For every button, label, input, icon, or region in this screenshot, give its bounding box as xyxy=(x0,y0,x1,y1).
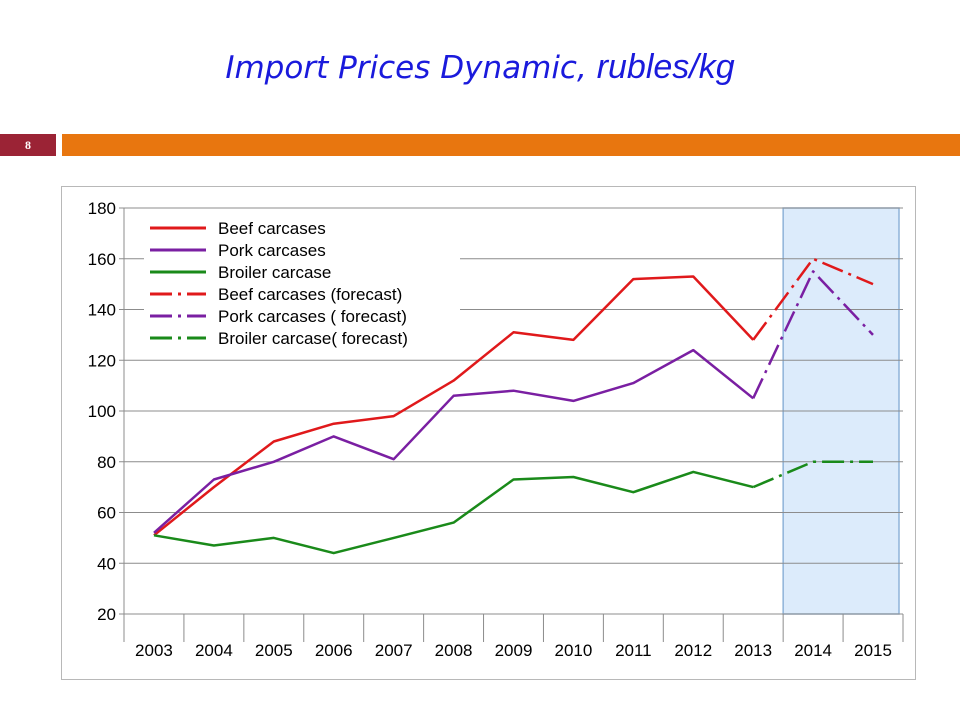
x-tick-label: 2005 xyxy=(255,641,293,660)
legend-label: Pork carcases xyxy=(218,241,326,260)
accent-bar xyxy=(62,134,960,156)
legend-label: Broiler carcase( forecast) xyxy=(218,329,408,348)
series-line-2 xyxy=(153,470,754,555)
x-tick-label: 2003 xyxy=(135,641,173,660)
slide-title: Import Prices Dynamic, rubles/kg xyxy=(0,48,960,87)
legend-box xyxy=(144,212,460,350)
x-tick-label: 2008 xyxy=(435,641,473,660)
legend-label: Beef carcases (forecast) xyxy=(218,285,402,304)
x-tick-label: 2013 xyxy=(734,641,772,660)
x-tick-label: 2011 xyxy=(615,641,652,660)
series-line-0 xyxy=(153,275,755,537)
y-tick-label: 120 xyxy=(88,351,116,370)
y-tick-label: 60 xyxy=(97,504,116,523)
y-tick-label: 80 xyxy=(97,453,116,472)
legend-label: Pork carcases ( forecast) xyxy=(218,307,407,326)
slide-title-main: Import Prices Dynamic, xyxy=(225,50,597,86)
legend-label: Broiler carcase xyxy=(218,263,331,282)
x-tick-label: 2012 xyxy=(674,641,712,660)
x-tick-label: 2014 xyxy=(794,641,832,660)
legend-label: Beef carcases xyxy=(218,219,326,238)
slide-title-unit: rubles/kg xyxy=(596,48,735,86)
series-line-5 xyxy=(752,460,873,489)
x-tick-label: 2010 xyxy=(555,641,593,660)
series-line-4 xyxy=(752,270,874,399)
y-tick-label: 160 xyxy=(88,250,116,269)
y-tick-label: 180 xyxy=(88,199,116,218)
y-tick-label: 40 xyxy=(97,554,116,573)
x-tick-label: 2009 xyxy=(495,641,533,660)
x-tick-label: 2004 xyxy=(195,641,233,660)
page-number-badge: 8 xyxy=(0,134,56,156)
y-tick-label: 100 xyxy=(88,402,116,421)
x-tick-label: 2006 xyxy=(315,641,353,660)
series-line-1 xyxy=(153,348,754,534)
y-tick-label: 140 xyxy=(88,301,116,320)
x-tick-label: 2015 xyxy=(854,641,892,660)
x-tick-label: 2007 xyxy=(375,641,413,660)
y-tick-label: 20 xyxy=(97,605,116,624)
